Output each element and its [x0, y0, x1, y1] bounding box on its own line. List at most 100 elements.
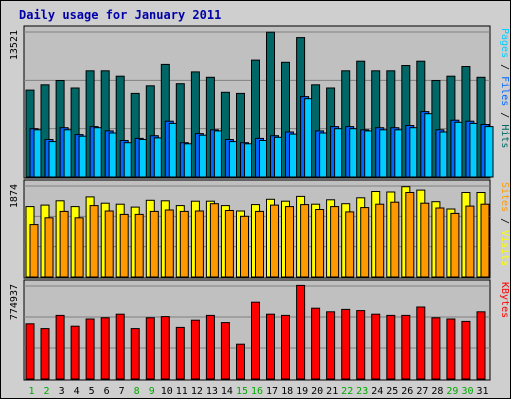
bar-kbytes-day-15: [236, 343, 245, 380]
bar-kbytes-day-18: [281, 314, 290, 380]
bar-kbytes-day-20: [311, 307, 321, 380]
bar-sites-day-31: [480, 203, 490, 278]
x-tick-label-day-18: 18: [281, 386, 293, 397]
bar-sites-day-13: [209, 203, 219, 278]
x-tick-label-day-31: 31: [476, 386, 488, 397]
legend-separator: /: [499, 106, 510, 124]
x-tick-label-day-13: 13: [206, 386, 218, 397]
x-tick-label-day-15: 15: [236, 386, 248, 397]
x-tick-label-day-19: 19: [296, 386, 308, 397]
bar-sites-day-8: [134, 213, 144, 278]
x-tick-label-day-3: 3: [59, 386, 65, 397]
panel-top: 13521 Pages / Files / Hits: [9, 25, 510, 179]
chart-title: Daily usage for January 2011: [19, 8, 221, 22]
bar-kbytes-day-9: [145, 317, 155, 380]
x-tick-label-day-12: 12: [191, 386, 203, 397]
x-tick-label-day-30: 30: [461, 386, 473, 397]
bar-kbytes-day-17: [266, 313, 275, 380]
bar-kbytes-day-3: [55, 314, 65, 380]
legend-files: Files: [499, 76, 510, 106]
bar-sites-day-12: [194, 210, 204, 278]
bar-sites-day-7: [119, 213, 129, 278]
x-tick-label-day-11: 11: [176, 386, 188, 397]
panel-mid: 1874 Sites / Visits: [9, 179, 510, 279]
x-tick-label-day-6: 6: [104, 386, 110, 397]
panel-bot-ymax-label: 774937: [9, 284, 20, 320]
x-tick-label-day-1: 1: [28, 386, 34, 397]
bar-kbytes-day-31: [476, 311, 486, 380]
x-tick-label-day-22: 22: [341, 386, 353, 397]
bar-sites-day-26: [405, 192, 415, 278]
bar-sites-day-10: [164, 209, 174, 278]
bar-sites-day-24: [375, 203, 385, 278]
x-tick-label-day-29: 29: [446, 386, 458, 397]
bar-sites-day-6: [104, 210, 114, 278]
panel-bot: 774937 KBytes: [9, 279, 510, 381]
panel-bot-legend: KBytes: [499, 282, 510, 318]
bar-kbytes-day-29: [446, 318, 456, 380]
bar-kbytes-day-13: [205, 314, 215, 380]
bar-kbytes-day-24: [371, 313, 381, 380]
bar-sites-day-3: [59, 210, 69, 278]
bar-kbytes-day-8: [130, 328, 140, 380]
x-tick-label-day-16: 16: [251, 386, 263, 397]
bar-kbytes-day-30: [461, 320, 471, 380]
chart-panels: 13521 Pages / Files / Hits 1874 Sites / Vis…: [9, 25, 510, 381]
x-tick-label-day-23: 23: [356, 386, 368, 397]
legend-kbytes: KBytes: [499, 282, 510, 318]
bar-kbytes-day-26: [401, 314, 411, 380]
bar-kbytes-day-7: [115, 313, 125, 380]
x-tick-label-day-4: 4: [74, 386, 80, 397]
x-tick-label-day-26: 26: [401, 386, 413, 397]
legend-pages: Pages: [499, 28, 510, 58]
bar-sites-day-19: [300, 204, 310, 278]
x-tick-label-day-21: 21: [326, 386, 338, 397]
bar-sites-day-25: [390, 201, 400, 278]
bar-kbytes-day-19: [296, 284, 306, 380]
bar-kbytes-day-12: [190, 319, 200, 380]
bar-kbytes-day-11: [175, 326, 185, 380]
bar-sites-day-28: [435, 207, 445, 278]
bar-kbytes-day-14: [220, 322, 230, 380]
bar-sites-day-15: [240, 215, 249, 278]
bar-kbytes-day-10: [160, 316, 170, 380]
legend-separator: /: [499, 58, 510, 76]
bar-sites-day-2: [44, 217, 54, 278]
bar-kbytes-day-4: [70, 325, 80, 380]
bar-sites-day-18: [285, 206, 294, 278]
bar-kbytes-day-2: [40, 328, 50, 380]
bar-kbytes-day-28: [431, 317, 441, 380]
x-tick-label-day-27: 27: [416, 386, 428, 397]
panel-top-ymax-label: 13521: [9, 30, 20, 60]
x-tick-label-day-25: 25: [386, 386, 398, 397]
bar-kbytes-day-21: [326, 311, 336, 380]
bar-kbytes-day-27: [416, 306, 426, 380]
panel-mid-legend: Sites / Visits: [499, 182, 510, 266]
legend-sites: Sites: [499, 182, 510, 212]
x-tick-label-day-28: 28: [431, 386, 443, 397]
x-tick-label-day-17: 17: [266, 386, 278, 397]
bar-kbytes-day-6: [100, 317, 110, 380]
legend-separator: /: [499, 212, 510, 230]
x-tick-label-day-14: 14: [221, 386, 233, 397]
bar-sites-day-22: [345, 211, 355, 278]
bar-sites-day-21: [330, 206, 340, 278]
x-tick-label-day-24: 24: [371, 386, 383, 397]
bar-kbytes-day-22: [341, 308, 351, 380]
bar-kbytes-day-1: [25, 323, 35, 380]
x-axis-labels: 1 2 3 4 5 6 7 8 9 10 11 12 13 14 15 16 17 18 19 20 21 22 23 24 2…: [28, 386, 488, 397]
x-tick-label-day-10: 10: [161, 386, 173, 397]
x-tick-label-day-5: 5: [89, 386, 95, 397]
bar-sites-day-23: [360, 207, 370, 278]
bar-sites-day-29: [450, 212, 460, 278]
bar-sites-day-16: [255, 210, 264, 278]
panel-mid-ymax-label: 1874: [9, 184, 20, 208]
bar-sites-day-1: [29, 224, 39, 278]
bar-sites-day-17: [270, 204, 279, 278]
legend-hits: Hits: [499, 124, 510, 148]
bar-sites-day-4: [74, 217, 84, 278]
bar-sites-day-11: [179, 210, 189, 278]
bar-pages-day-31: [484, 126, 494, 178]
legend-visits: Visits: [499, 230, 510, 266]
